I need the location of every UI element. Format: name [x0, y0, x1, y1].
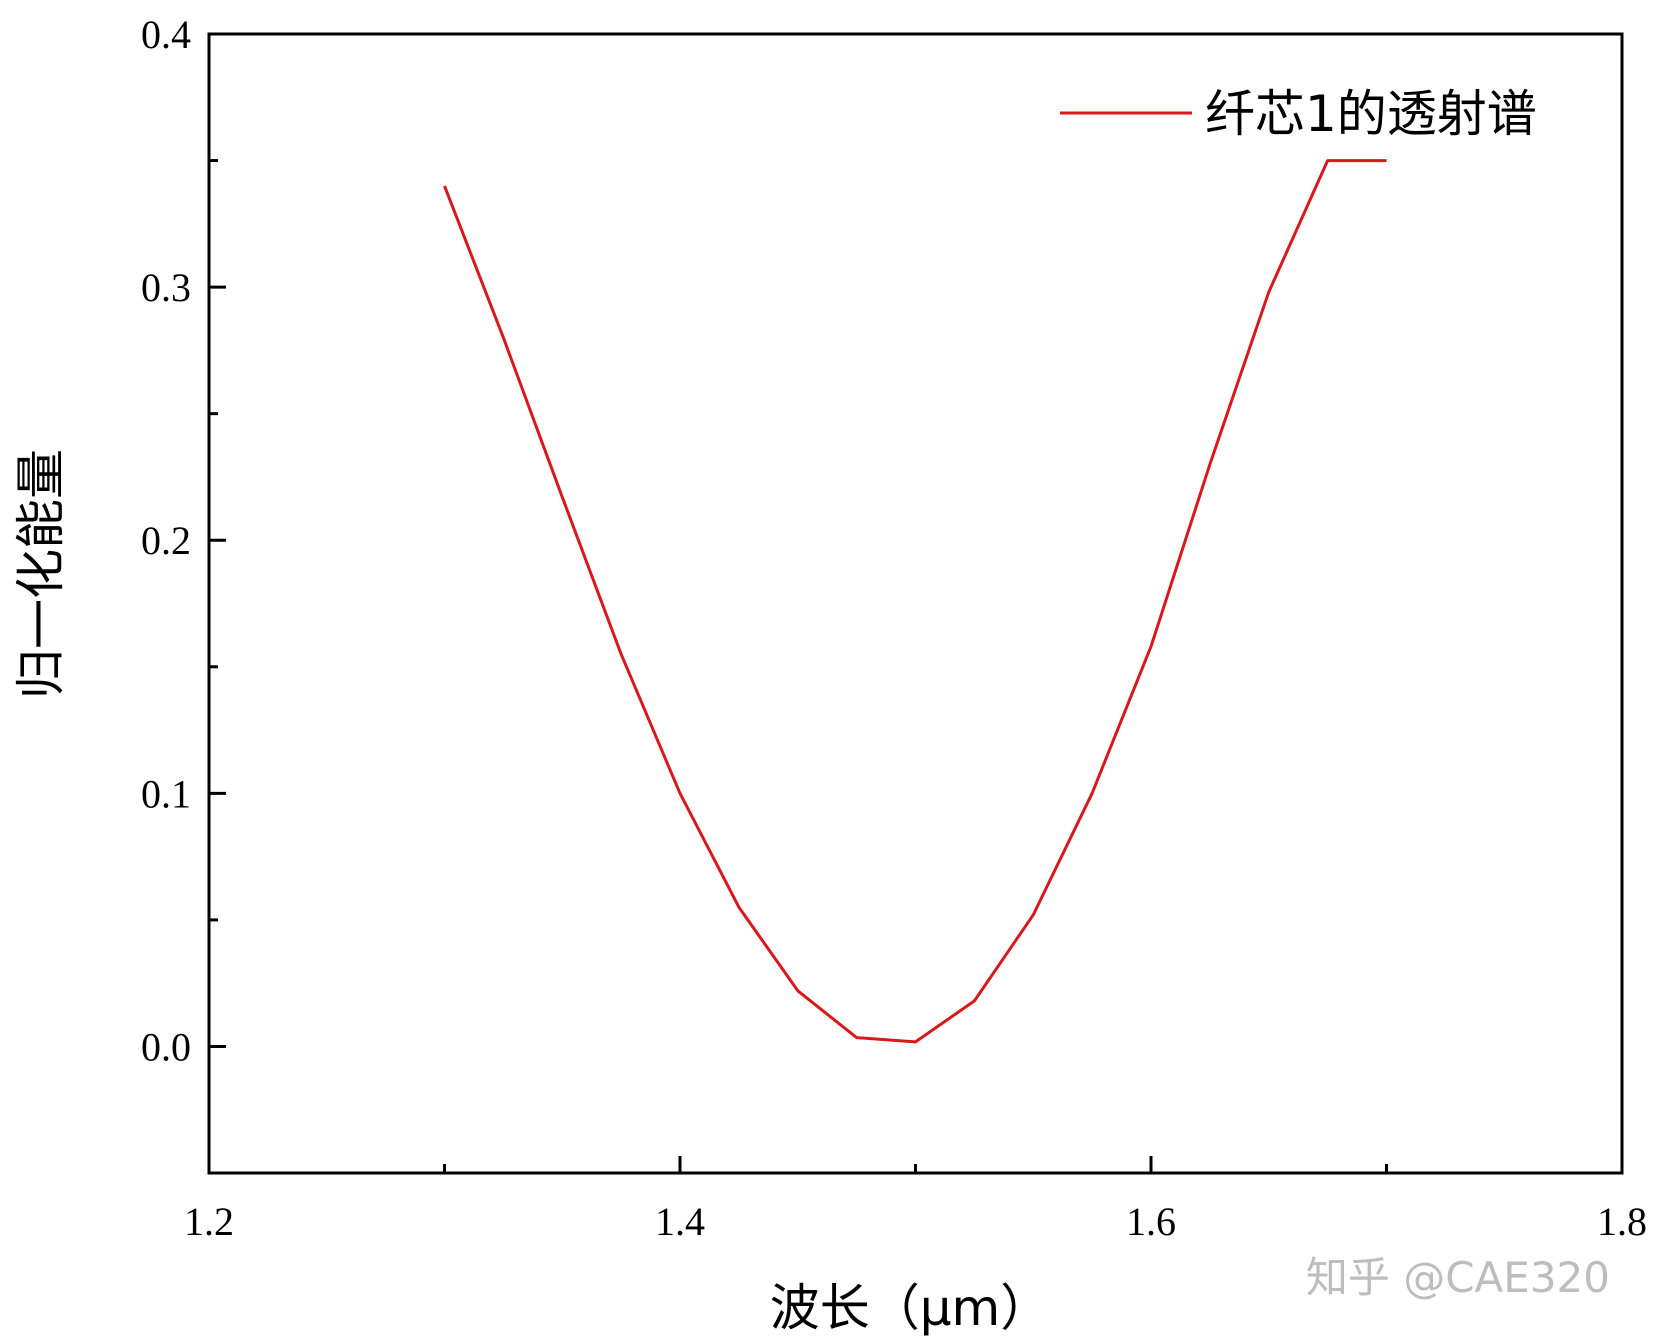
x-tick-label: 1.6: [1126, 1199, 1176, 1244]
series-line: [443, 159, 1387, 1044]
legend: 纤芯1的透射谱: [1060, 85, 1537, 143]
x-axis-title: 波长（μm）: [770, 1279, 1051, 1337]
x-tick-label: 1.2: [184, 1199, 234, 1244]
x-tick-label: 1.4: [655, 1199, 705, 1244]
y-axis-title: 归一化能量: [12, 449, 70, 699]
watermark: 知乎 @CAE320: [1306, 1253, 1610, 1302]
plot-frame: [207, 32, 1624, 1175]
y-axis-tick-labels: 0.0 0.1 0.2 0.3 0.4: [141, 12, 191, 1069]
x-axis-ticks: [207, 1156, 1624, 1173]
x-tick-label: 1.8: [1597, 1199, 1647, 1244]
y-tick-label: 0.2: [141, 518, 191, 563]
series-layer: [443, 159, 1387, 1044]
y-tick-label: 0.4: [141, 12, 191, 57]
y-tick-label: 0.0: [141, 1024, 191, 1069]
y-tick-label: 0.1: [141, 771, 191, 816]
y-tick-label: 0.3: [141, 265, 191, 310]
legend-label: 纤芯1的透射谱: [1205, 85, 1537, 143]
y-axis-ticks: [209, 32, 226, 1175]
x-axis-tick-labels: 1.2 1.4 1.6 1.8: [184, 1199, 1647, 1244]
